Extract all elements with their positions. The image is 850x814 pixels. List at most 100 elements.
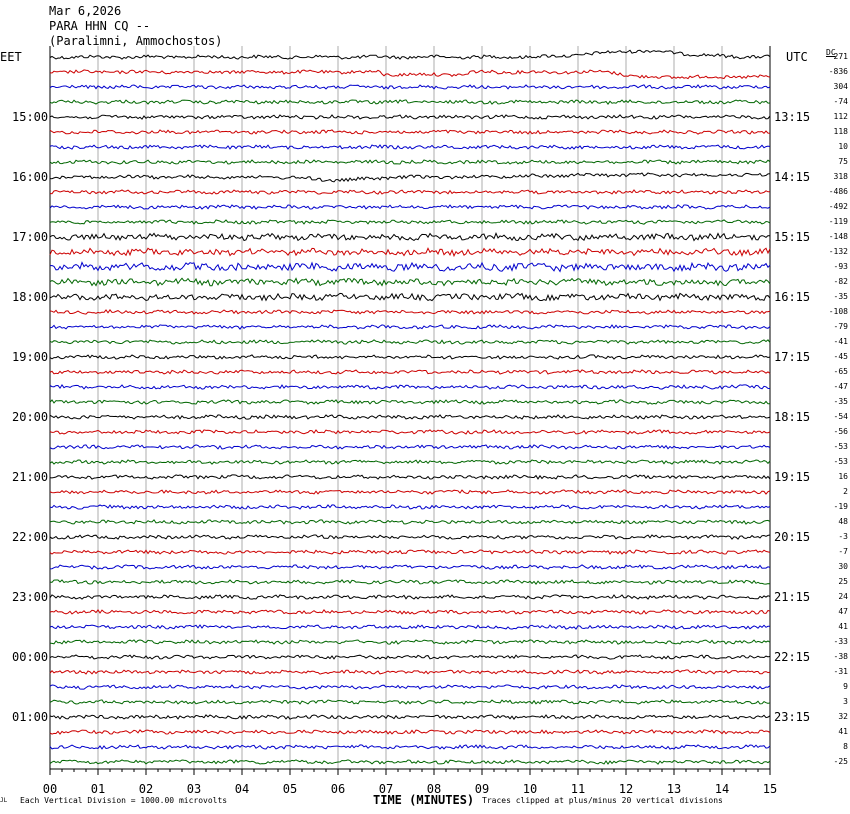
seismic-trace bbox=[49, 399, 770, 405]
seismic-trace bbox=[49, 624, 770, 630]
right-hour-label: 22:15 bbox=[774, 650, 811, 664]
seismic-trace bbox=[49, 309, 771, 315]
x-tick-label: 10 bbox=[522, 782, 538, 796]
dc-offset-label: -33 bbox=[833, 637, 848, 646]
dc-offset-label: -108 bbox=[828, 307, 848, 316]
seismic-trace bbox=[49, 729, 771, 735]
x-tick-label: 14 bbox=[714, 782, 730, 796]
seismic-trace bbox=[49, 714, 771, 720]
dc-offset-label: 9 bbox=[843, 682, 848, 691]
seismic-trace bbox=[49, 114, 771, 120]
seismic-trace bbox=[49, 654, 771, 660]
seismic-trace bbox=[49, 534, 771, 540]
timezone-right-label: UTC bbox=[786, 50, 808, 64]
x-tick-label: 09 bbox=[474, 782, 490, 796]
seismic-trace bbox=[49, 247, 771, 258]
right-hour-label: 13:15 bbox=[774, 110, 811, 124]
dc-offset-label: -148 bbox=[828, 232, 848, 241]
dc-offset-label: -47 bbox=[833, 382, 848, 391]
dc-offset-label: -486 bbox=[828, 187, 848, 196]
dc-offset-label: 30 bbox=[838, 562, 848, 571]
dc-offset-label: -19 bbox=[833, 502, 848, 511]
dc-offset-label: -82 bbox=[833, 277, 848, 286]
dc-offset-label: 8 bbox=[843, 742, 848, 751]
seismic-trace bbox=[49, 504, 771, 510]
clip-note: Traces clipped at plus/minus 20 vertical… bbox=[482, 796, 723, 805]
dc-offset-label: -45 bbox=[833, 352, 848, 361]
seismic-trace bbox=[49, 189, 771, 195]
scale-note: Each Vertical Division = 1000.00 microvo… bbox=[20, 796, 228, 805]
x-tick-label: 12 bbox=[618, 782, 634, 796]
dc-offset-label: 25 bbox=[838, 577, 848, 586]
dc-offset-label: -35 bbox=[833, 397, 848, 406]
dc-offset-label: -3 bbox=[838, 532, 848, 541]
seismic-trace bbox=[49, 744, 771, 750]
left-hour-label: 18:00 bbox=[12, 290, 49, 304]
seismic-trace bbox=[49, 549, 771, 555]
x-tick-label: 04 bbox=[234, 782, 250, 796]
seismic-trace bbox=[49, 564, 771, 570]
seismic-trace bbox=[49, 369, 771, 375]
left-hour-label: 20:00 bbox=[12, 410, 49, 424]
seismic-trace bbox=[49, 384, 771, 390]
left-hour-label: 16:00 bbox=[12, 170, 49, 184]
dc-offset-label: 3 bbox=[843, 697, 848, 706]
seismic-trace bbox=[49, 594, 771, 600]
header-location: (Paralimni, Ammochostos) bbox=[49, 34, 223, 48]
left-hour-label: 19:00 bbox=[12, 350, 49, 364]
dc-offset-label: -53 bbox=[833, 457, 848, 466]
timezone-left-label: EET bbox=[0, 50, 22, 64]
dc-offset-label: 2 bbox=[843, 487, 848, 496]
dc-offset-label: 112 bbox=[833, 112, 848, 121]
seismic-trace bbox=[49, 354, 771, 360]
left-hour-label: 22:00 bbox=[12, 530, 49, 544]
dc-offset-label: 41 bbox=[838, 622, 848, 631]
seismic-trace bbox=[49, 519, 771, 525]
left-hour-label: 23:00 bbox=[12, 590, 49, 604]
seismic-trace bbox=[49, 579, 771, 585]
seismic-trace bbox=[49, 69, 771, 80]
x-tick-label: 00 bbox=[42, 782, 58, 796]
seismic-trace bbox=[49, 429, 771, 435]
header-station: PARA HHN CQ -- bbox=[49, 19, 151, 33]
left-hour-label: 01:00 bbox=[12, 710, 49, 724]
right-hour-label: 14:15 bbox=[774, 170, 811, 184]
seismic-trace bbox=[49, 144, 771, 150]
dc-offset-label: -492 bbox=[828, 202, 848, 211]
right-hour-label: 19:15 bbox=[774, 470, 811, 484]
dc-offset-label: -31 bbox=[833, 667, 848, 676]
seismic-trace bbox=[49, 292, 771, 302]
dc-offset-label: -25 bbox=[833, 757, 848, 766]
seismic-trace bbox=[49, 459, 771, 465]
dc-offset-label: -79 bbox=[833, 322, 848, 331]
seismic-trace bbox=[49, 99, 771, 105]
right-hour-label: 15:15 bbox=[774, 230, 811, 244]
right-hour-label: 21:15 bbox=[774, 590, 811, 604]
seismic-trace bbox=[49, 277, 771, 287]
seismic-trace bbox=[49, 684, 771, 690]
seismic-trace bbox=[49, 231, 771, 242]
dc-offset-label: 271 bbox=[833, 52, 848, 61]
x-tick-label: 15 bbox=[762, 782, 778, 796]
seismic-trace bbox=[49, 159, 771, 165]
dc-offset-label: 41 bbox=[838, 727, 848, 736]
dc-offset-label: 24 bbox=[838, 592, 848, 601]
seismic-trace bbox=[49, 669, 771, 675]
right-hour-label: 16:15 bbox=[774, 290, 811, 304]
left-hour-label: 21:00 bbox=[12, 470, 49, 484]
corner-mark: JL bbox=[0, 797, 8, 804]
seismic-trace bbox=[49, 49, 771, 60]
left-hour-label: 00:00 bbox=[12, 650, 49, 664]
x-tick-label: 06 bbox=[330, 782, 346, 796]
dc-offset-label: -38 bbox=[833, 652, 848, 661]
dc-offset-label: 48 bbox=[838, 517, 848, 526]
x-axis-label: TIME (MINUTES) bbox=[373, 793, 475, 807]
x-tick-label: 11 bbox=[570, 782, 586, 796]
right-hour-label: 23:15 bbox=[774, 710, 811, 724]
dc-offset-label: 32 bbox=[838, 712, 848, 721]
seismic-trace bbox=[49, 489, 771, 495]
x-tick-label: 03 bbox=[186, 782, 202, 796]
seismic-trace bbox=[49, 84, 771, 90]
seismic-trace bbox=[49, 219, 771, 225]
